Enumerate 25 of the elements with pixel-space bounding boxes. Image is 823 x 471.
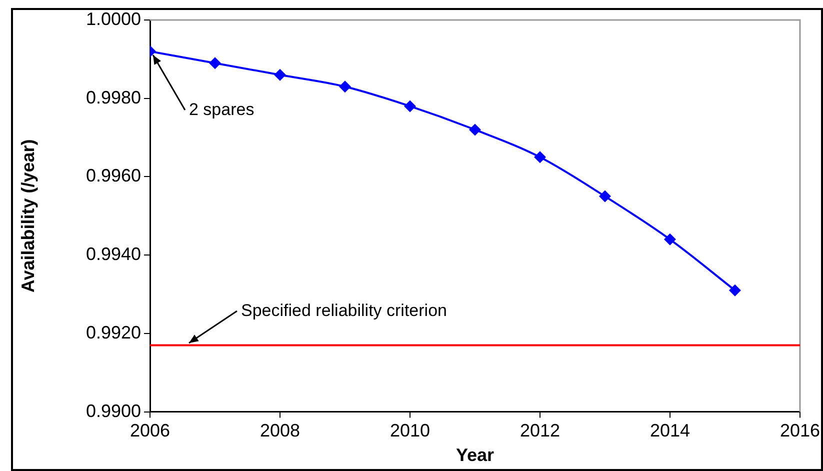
point xyxy=(338,80,351,93)
x-tick-label: 2016 xyxy=(780,420,820,441)
y-tick-label: 0.9900 xyxy=(86,400,141,421)
y-tick-label: 0.9940 xyxy=(86,244,141,264)
x-tick-label: 2008 xyxy=(260,420,300,441)
y-axis-title: Availability (/year) xyxy=(18,139,38,293)
x-tick-label: 2014 xyxy=(650,420,690,441)
point xyxy=(404,100,416,112)
y-tick-label: 0.9960 xyxy=(86,166,141,186)
y-tick-label: 1.0000 xyxy=(86,8,141,29)
x-tick-label: 2010 xyxy=(390,420,430,441)
point xyxy=(598,190,611,202)
point xyxy=(209,57,221,70)
y-tick-label: 0.9980 xyxy=(86,87,141,108)
x-tick-label: 2006 xyxy=(130,420,170,441)
annotation: 2 spares xyxy=(189,100,254,120)
x-axis-title: Year xyxy=(456,445,494,466)
point xyxy=(728,284,741,296)
x-tick-label: 2012 xyxy=(520,420,560,441)
point xyxy=(274,68,286,81)
annotation: Specified reliability criterion xyxy=(241,300,447,320)
point xyxy=(468,124,481,136)
point xyxy=(664,233,676,246)
point xyxy=(534,151,546,164)
y-tick-label: 0.9920 xyxy=(86,322,141,342)
